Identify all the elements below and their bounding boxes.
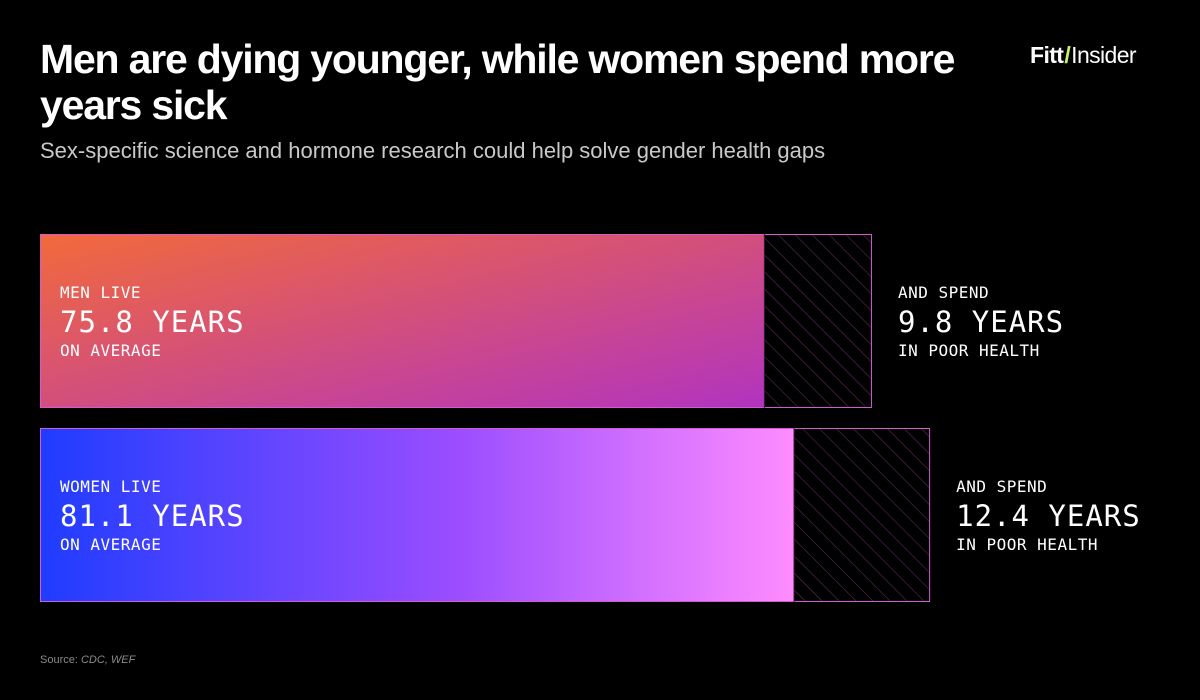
source-values: CDC, WEF — [80, 654, 136, 666]
logo-slash: / — [1064, 42, 1071, 68]
bars-layer — [40, 234, 931, 602]
chart-subtitle: Sex-specific science and hormone researc… — [40, 138, 826, 163]
fitt-insider-logo: Fitt/Insider — [1030, 42, 1137, 69]
women-healthy-years-bar — [40, 428, 795, 602]
men-bar-outline — [40, 234, 872, 408]
women-bar-outline — [40, 428, 931, 602]
women-label-bottom: ON AVERAGE — [60, 535, 162, 554]
men-healthy-years-bar — [40, 234, 765, 408]
women-side-top: AND SPEND — [956, 477, 1048, 496]
men-label-top: MEN LIVE — [60, 283, 142, 302]
men-bar-label: MEN LIVE 75.8 YEARS ON AVERAGE — [60, 283, 245, 361]
women-poor-health-label: AND SPEND 12.4 YEARS IN POOR HEALTH — [956, 477, 1141, 555]
chart-title: Men are dying younger, while women spend… — [40, 36, 955, 128]
men-side-value: 9.8 YEARS — [897, 305, 1065, 339]
women-side-value: 12.4 YEARS — [956, 499, 1141, 533]
women-label-top: WOMEN LIVE — [60, 477, 162, 496]
men-label-bottom: ON AVERAGE — [60, 341, 162, 360]
men-side-bottom: IN POOR HEALTH — [897, 341, 1040, 360]
women-side-bottom: IN POOR HEALTH — [956, 535, 1098, 554]
logo-brand: Fitt — [1030, 42, 1064, 68]
men-poor-health-label: AND SPEND 9.8 YEARS IN POOR HEALTH — [898, 283, 1064, 361]
source-prefix: Source: — [40, 654, 78, 666]
men-poor-health-bar — [764, 234, 872, 408]
logo-word: Insider — [1071, 42, 1136, 68]
women-poor-health-bar — [794, 428, 931, 602]
men-label-value: 75.8 YEARS — [60, 305, 245, 339]
source-note: Source: CDC, WEF — [40, 654, 135, 666]
men-side-top: AND SPEND — [897, 283, 990, 302]
women-label-value: 81.1 YEARS — [60, 499, 245, 533]
women-bar-label: WOMEN LIVE 81.1 YEARS ON AVERAGE — [60, 477, 245, 555]
